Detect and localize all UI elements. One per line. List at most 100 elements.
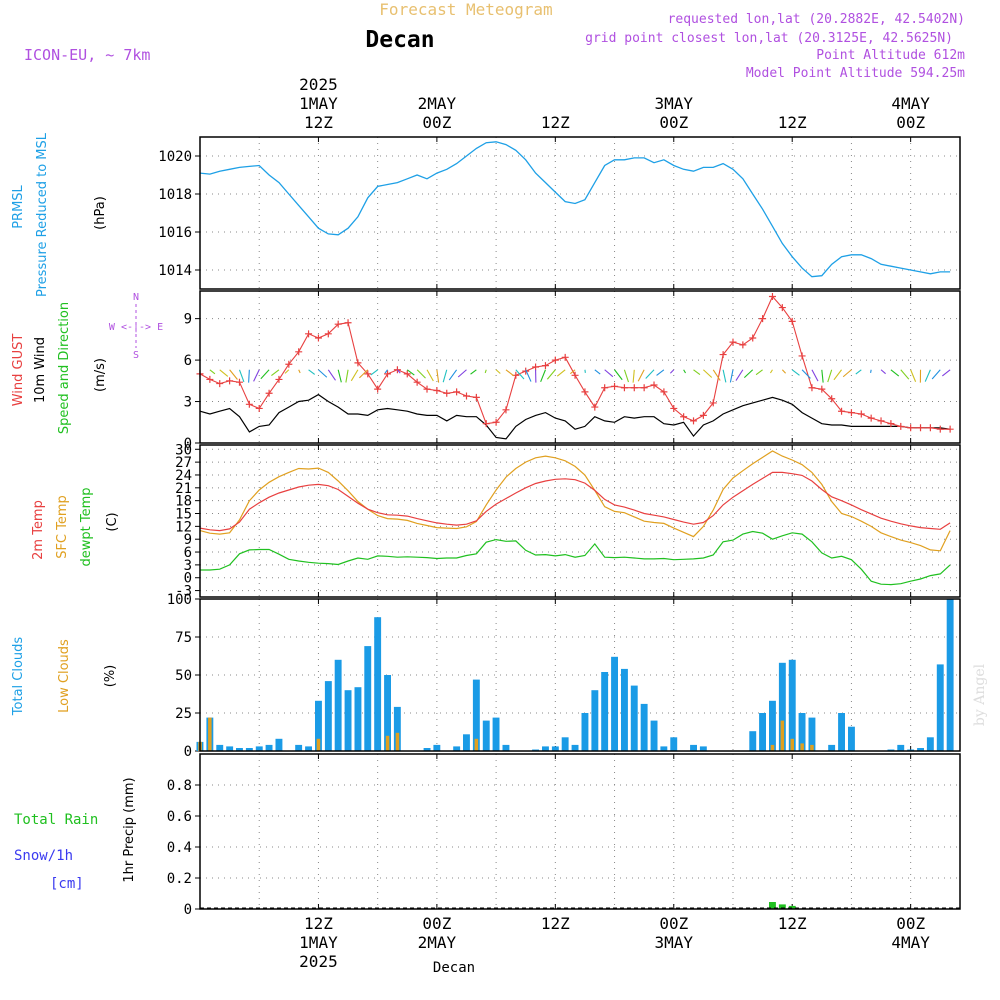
total-cloud-bar — [354, 687, 362, 751]
wind-arrow — [238, 369, 245, 383]
gust-marker — [314, 334, 322, 342]
gust-marker — [917, 424, 925, 432]
top-time-label: 00Z — [896, 113, 925, 132]
sfc-temp-line — [199, 450, 951, 552]
y-tick-label: 0.2 — [167, 871, 192, 887]
wind-arrow — [327, 369, 336, 381]
gust-marker — [877, 417, 885, 425]
y-tick-label: 12 — [175, 519, 192, 535]
y-tick-label: 1020 — [158, 149, 192, 165]
wind-arrow — [614, 369, 623, 381]
gust-marker — [768, 293, 776, 301]
y-tick-label: 0 — [184, 744, 192, 760]
precip-frame — [199, 753, 961, 910]
clouds-frame — [199, 598, 961, 752]
wind-arrow — [359, 369, 369, 379]
point-altitude: Point Altitude 612m — [816, 48, 965, 63]
wind-arrow — [442, 369, 448, 383]
clouds-unit: (%) — [103, 665, 118, 688]
gust-marker — [601, 384, 609, 392]
gust-marker — [433, 386, 441, 394]
gust-marker — [798, 352, 806, 360]
forecast-title: Forecast Meteogram — [379, 0, 552, 19]
gust-marker — [788, 317, 796, 325]
gust-marker — [255, 404, 263, 412]
bottom-time-label: 00Z — [896, 914, 925, 933]
wind-arrow — [470, 369, 477, 375]
total-cloud-bar — [838, 713, 845, 751]
y-tick-label: 27 — [175, 455, 192, 471]
total-cloud-bar — [265, 744, 273, 751]
wind-arrow — [722, 369, 727, 383]
total-cloud-bar — [749, 731, 757, 751]
gust-marker — [324, 330, 332, 338]
y-tick-label: 50 — [175, 668, 192, 684]
wind-panel-labels: Wind GUST 10m Wind Speed and Direction (… — [11, 292, 163, 434]
total-cloud-bar — [808, 717, 816, 751]
total-cloud-bar — [759, 713, 766, 751]
temp-frame — [199, 444, 961, 598]
gust-marker — [838, 407, 846, 415]
precip-panel-labels: Total Rain Snow/1h [cm] 1hr Precip (mm) — [14, 777, 137, 892]
top-time-label: 3MAY — [655, 94, 694, 113]
wind-arrow — [833, 369, 842, 381]
y-tick-label: 0.6 — [167, 809, 192, 825]
gust-marker — [611, 382, 619, 390]
bottom-time-label: 00Z — [422, 914, 451, 933]
gust-marker — [226, 377, 234, 385]
y-tick-label: 0.8 — [167, 778, 192, 794]
t2m-label: 2m Temp — [31, 500, 46, 560]
gust-marker — [690, 417, 698, 425]
wind-arrow — [781, 369, 787, 374]
pressure-frame — [199, 136, 961, 290]
wind-arrow — [870, 369, 872, 373]
gust-marker — [275, 375, 283, 383]
total-cloud-bar — [255, 746, 263, 751]
grid-point-coords: grid point closest lon,lat (20.3125E, 42… — [585, 31, 953, 46]
gust-marker — [640, 384, 648, 392]
total-cloud-bar — [690, 744, 697, 751]
gust-marker — [265, 389, 273, 397]
low-clouds-label: Low Clouds — [57, 639, 72, 713]
top-time-label: 12Z — [541, 113, 570, 132]
wind-arrow — [712, 369, 721, 381]
total-cloud-bar — [236, 748, 243, 751]
gust-marker — [374, 385, 382, 393]
y-tick-label: 9 — [184, 532, 192, 548]
total-cloud-bar — [946, 599, 954, 751]
total-cloud-bar — [699, 746, 707, 751]
total-cloud-bar — [463, 734, 470, 751]
rain-bar — [788, 905, 796, 909]
low-cloud-bar — [474, 738, 479, 751]
low-cloud-bar — [385, 735, 390, 751]
y-tick-label: 0 — [184, 571, 192, 587]
clouds-panel: 0 25 50 75 100 — [167, 592, 961, 760]
wind-arrow — [495, 369, 501, 374]
wind-arrow — [855, 369, 862, 375]
pressure-panel: 1014 1016 1018 1020 — [158, 136, 961, 290]
gust-marker — [650, 381, 658, 389]
total-cloud-bar — [650, 720, 658, 751]
bottom-time-label: 2MAY — [418, 933, 457, 952]
wind-arrow — [842, 369, 852, 378]
y-tick-label: 6 — [184, 545, 192, 561]
wind-arrow — [396, 369, 401, 374]
wind-dir-label: Speed and Direction — [57, 302, 72, 434]
total-cloud-bar — [828, 744, 836, 751]
gust-marker — [581, 388, 589, 396]
bottom-time-label: 12Z — [778, 914, 807, 933]
gust-marker — [354, 359, 362, 367]
total-cloud-bar — [226, 746, 234, 751]
wind-arrow — [693, 369, 701, 376]
gust-marker — [235, 378, 243, 386]
temp-unit: (C) — [105, 512, 120, 531]
top-time-label: 00Z — [422, 113, 451, 132]
gust-marker — [591, 403, 599, 411]
dewpt-line — [200, 530, 951, 586]
gust-marker — [739, 341, 747, 349]
top-time-label: 2025 — [299, 75, 338, 94]
gust-marker — [502, 406, 510, 414]
wind-arrow — [284, 369, 290, 374]
compass-n: N — [133, 292, 139, 303]
